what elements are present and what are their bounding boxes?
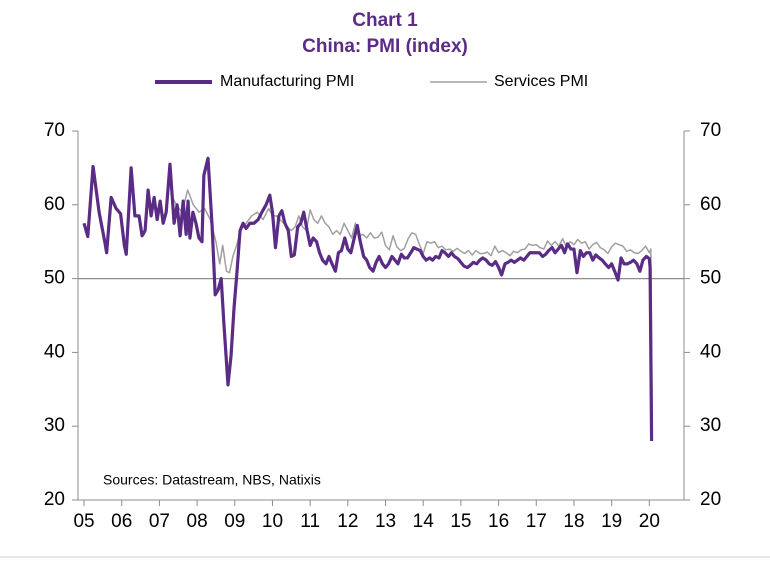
x-tick-label: 10 [262,511,283,532]
y-tick-label: 20 [44,489,65,510]
y2-tick-label: 60 [700,194,721,215]
y-tick-label: 60 [44,194,65,215]
series-line [170,189,654,430]
y2-tick-label: 50 [700,268,721,289]
x-tick-label: 20 [639,511,660,532]
y-tick-label: 30 [44,415,65,436]
y2-tick-label: 20 [700,489,721,510]
x-tick-label: 09 [224,511,245,532]
series-line [82,156,654,441]
chart-subtitle: China: PMI (index) [302,36,468,57]
y2-tick-label: 30 [700,415,721,436]
x-tick-label: 15 [450,511,471,532]
x-tick-label: 17 [526,511,547,532]
x-tick-label: 12 [337,511,358,532]
x-tick-label: 08 [187,511,208,532]
source-note: Sources: Datastream, NBS, Natixis [103,472,321,488]
legend-label: Services PMI [494,73,588,90]
x-tick-label: 13 [375,511,396,532]
x-tick-label: 18 [563,511,584,532]
y-tick-label: 40 [44,341,65,362]
legend-label: Manufacturing PMI [220,73,354,90]
y-tick-label: 70 [44,120,65,141]
x-tick-label: 05 [73,511,94,532]
x-tick-label: 14 [413,511,435,532]
y2-tick-label: 70 [700,120,721,141]
chart-title: Chart 1 [352,10,418,31]
x-tick-label: 06 [111,511,132,532]
y-tick-label: 50 [44,268,65,289]
x-tick-label: 07 [149,511,170,532]
x-tick-label: 16 [488,511,509,532]
x-tick-label: 11 [300,511,320,532]
x-tick-label: 19 [601,511,622,532]
y2-tick-label: 40 [700,341,721,362]
